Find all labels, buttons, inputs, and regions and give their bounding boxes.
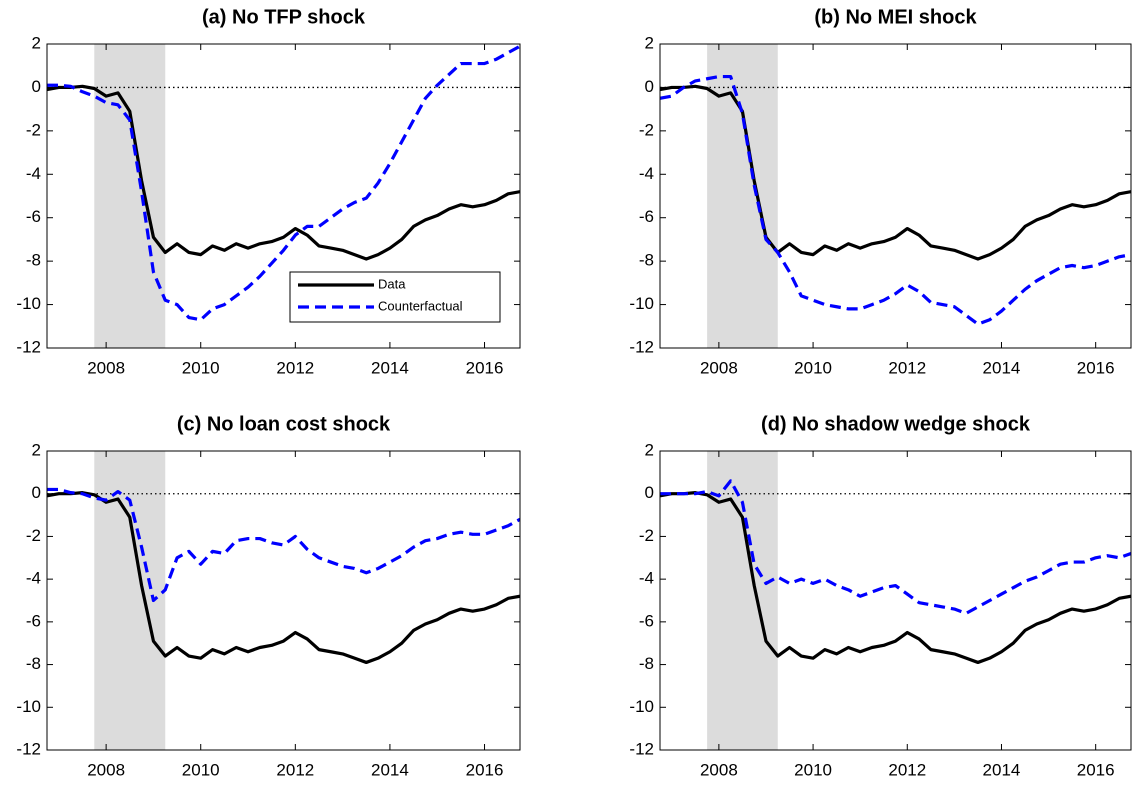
subplot-title: (c) No loan cost shock	[177, 413, 391, 435]
y-tick-label: 2	[32, 440, 41, 459]
y-tick-label: -10	[629, 294, 654, 313]
x-tick-label: 2010	[794, 760, 832, 779]
x-tick-label: 2014	[371, 760, 409, 779]
x-tick-label: 2012	[888, 358, 926, 377]
x-tick-label: 2016	[1077, 760, 1115, 779]
series-line	[660, 491, 1131, 665]
axes-frame	[659, 450, 1132, 751]
y-tick-label: 2	[645, 33, 654, 52]
subplot-title: (b) No MEI shock	[814, 6, 977, 28]
y-tick-label: -4	[639, 164, 654, 183]
y-tick-label: -10	[629, 697, 654, 716]
x-tick-label: 2012	[276, 760, 314, 779]
y-tick-label: -8	[26, 251, 41, 270]
x-tick-label: 2014	[983, 760, 1021, 779]
subplot: (b) No MEI shock 2 0 -2 -4 -6 -8 -10 -12 2008 2010…	[629, 6, 1132, 377]
subplot: (c) No loan cost shock 2 0 -2 -4 -6 -8 -10 -12 20…	[16, 413, 521, 779]
x-tick-label: 2016	[466, 358, 504, 377]
subplot: (a) No TFP shock 2 0 -2 -4 -6 -8 -10 -12 2008 2010…	[16, 6, 521, 377]
axes-frame	[46, 43, 521, 349]
y-tick-label: -8	[26, 654, 41, 673]
y-tick-label: -4	[639, 569, 654, 588]
x-tick-label: 2008	[700, 760, 738, 779]
y-tick-label: -4	[26, 569, 41, 588]
series-line	[47, 44, 520, 322]
y-tick-label: -10	[16, 294, 41, 313]
y-tick-label: 0	[32, 483, 41, 502]
y-tick-label: -8	[639, 654, 654, 673]
y-tick-label: 0	[645, 77, 654, 96]
legend: Data Counterfactual	[289, 271, 501, 323]
series-line	[47, 491, 520, 665]
subplot-title: (a) No TFP shock	[202, 6, 366, 28]
y-tick-label: 2	[32, 33, 41, 52]
x-tick-label: 2014	[983, 358, 1021, 377]
x-tick-label: 2010	[794, 358, 832, 377]
axes-frame	[46, 450, 521, 751]
y-tick-label: -4	[26, 164, 41, 183]
y-tick-label: -2	[639, 526, 654, 545]
y-tick-label: -6	[639, 207, 654, 226]
y-tick-label: -2	[26, 526, 41, 545]
y-tick-label: -10	[16, 697, 41, 716]
subplot: (d) No shadow wedge shock 2 0 -2 -4 -6 -8 -10 -1…	[629, 413, 1132, 779]
subplot-title: (d) No shadow wedge shock	[761, 413, 1031, 435]
recession-shade	[707, 44, 778, 348]
legend-label: Counterfactual	[378, 298, 463, 313]
x-tick-label: 2016	[1077, 358, 1115, 377]
x-tick-label: 2010	[182, 760, 220, 779]
y-tick-label: -8	[639, 251, 654, 270]
legend-label: Data	[378, 276, 406, 291]
x-tick-label: 2014	[371, 358, 409, 377]
series-line	[660, 479, 1131, 615]
y-tick-label: -6	[639, 611, 654, 630]
x-tick-label: 2010	[182, 358, 220, 377]
axes-frame	[659, 43, 1132, 349]
y-tick-label: -6	[26, 207, 41, 226]
x-tick-label: 2008	[700, 358, 738, 377]
x-tick-label: 2012	[888, 760, 926, 779]
y-tick-label: 2	[645, 440, 654, 459]
series-line	[47, 84, 520, 261]
y-tick-label: -12	[16, 337, 41, 356]
y-tick-label: -12	[629, 739, 654, 758]
y-tick-label: -2	[639, 120, 654, 139]
x-tick-label: 2008	[87, 760, 125, 779]
y-tick-label: 0	[32, 77, 41, 96]
recession-shade	[94, 44, 166, 348]
x-tick-label: 2008	[87, 358, 125, 377]
y-tick-label: -6	[26, 611, 41, 630]
legend-box	[289, 271, 501, 323]
y-tick-label: -12	[629, 337, 654, 356]
series-line	[660, 74, 1131, 326]
y-tick-label: -2	[26, 120, 41, 139]
x-tick-label: 2012	[276, 358, 314, 377]
x-tick-label: 2016	[466, 760, 504, 779]
y-tick-label: 0	[645, 483, 654, 502]
series-line	[47, 487, 520, 603]
y-tick-label: -12	[16, 739, 41, 758]
